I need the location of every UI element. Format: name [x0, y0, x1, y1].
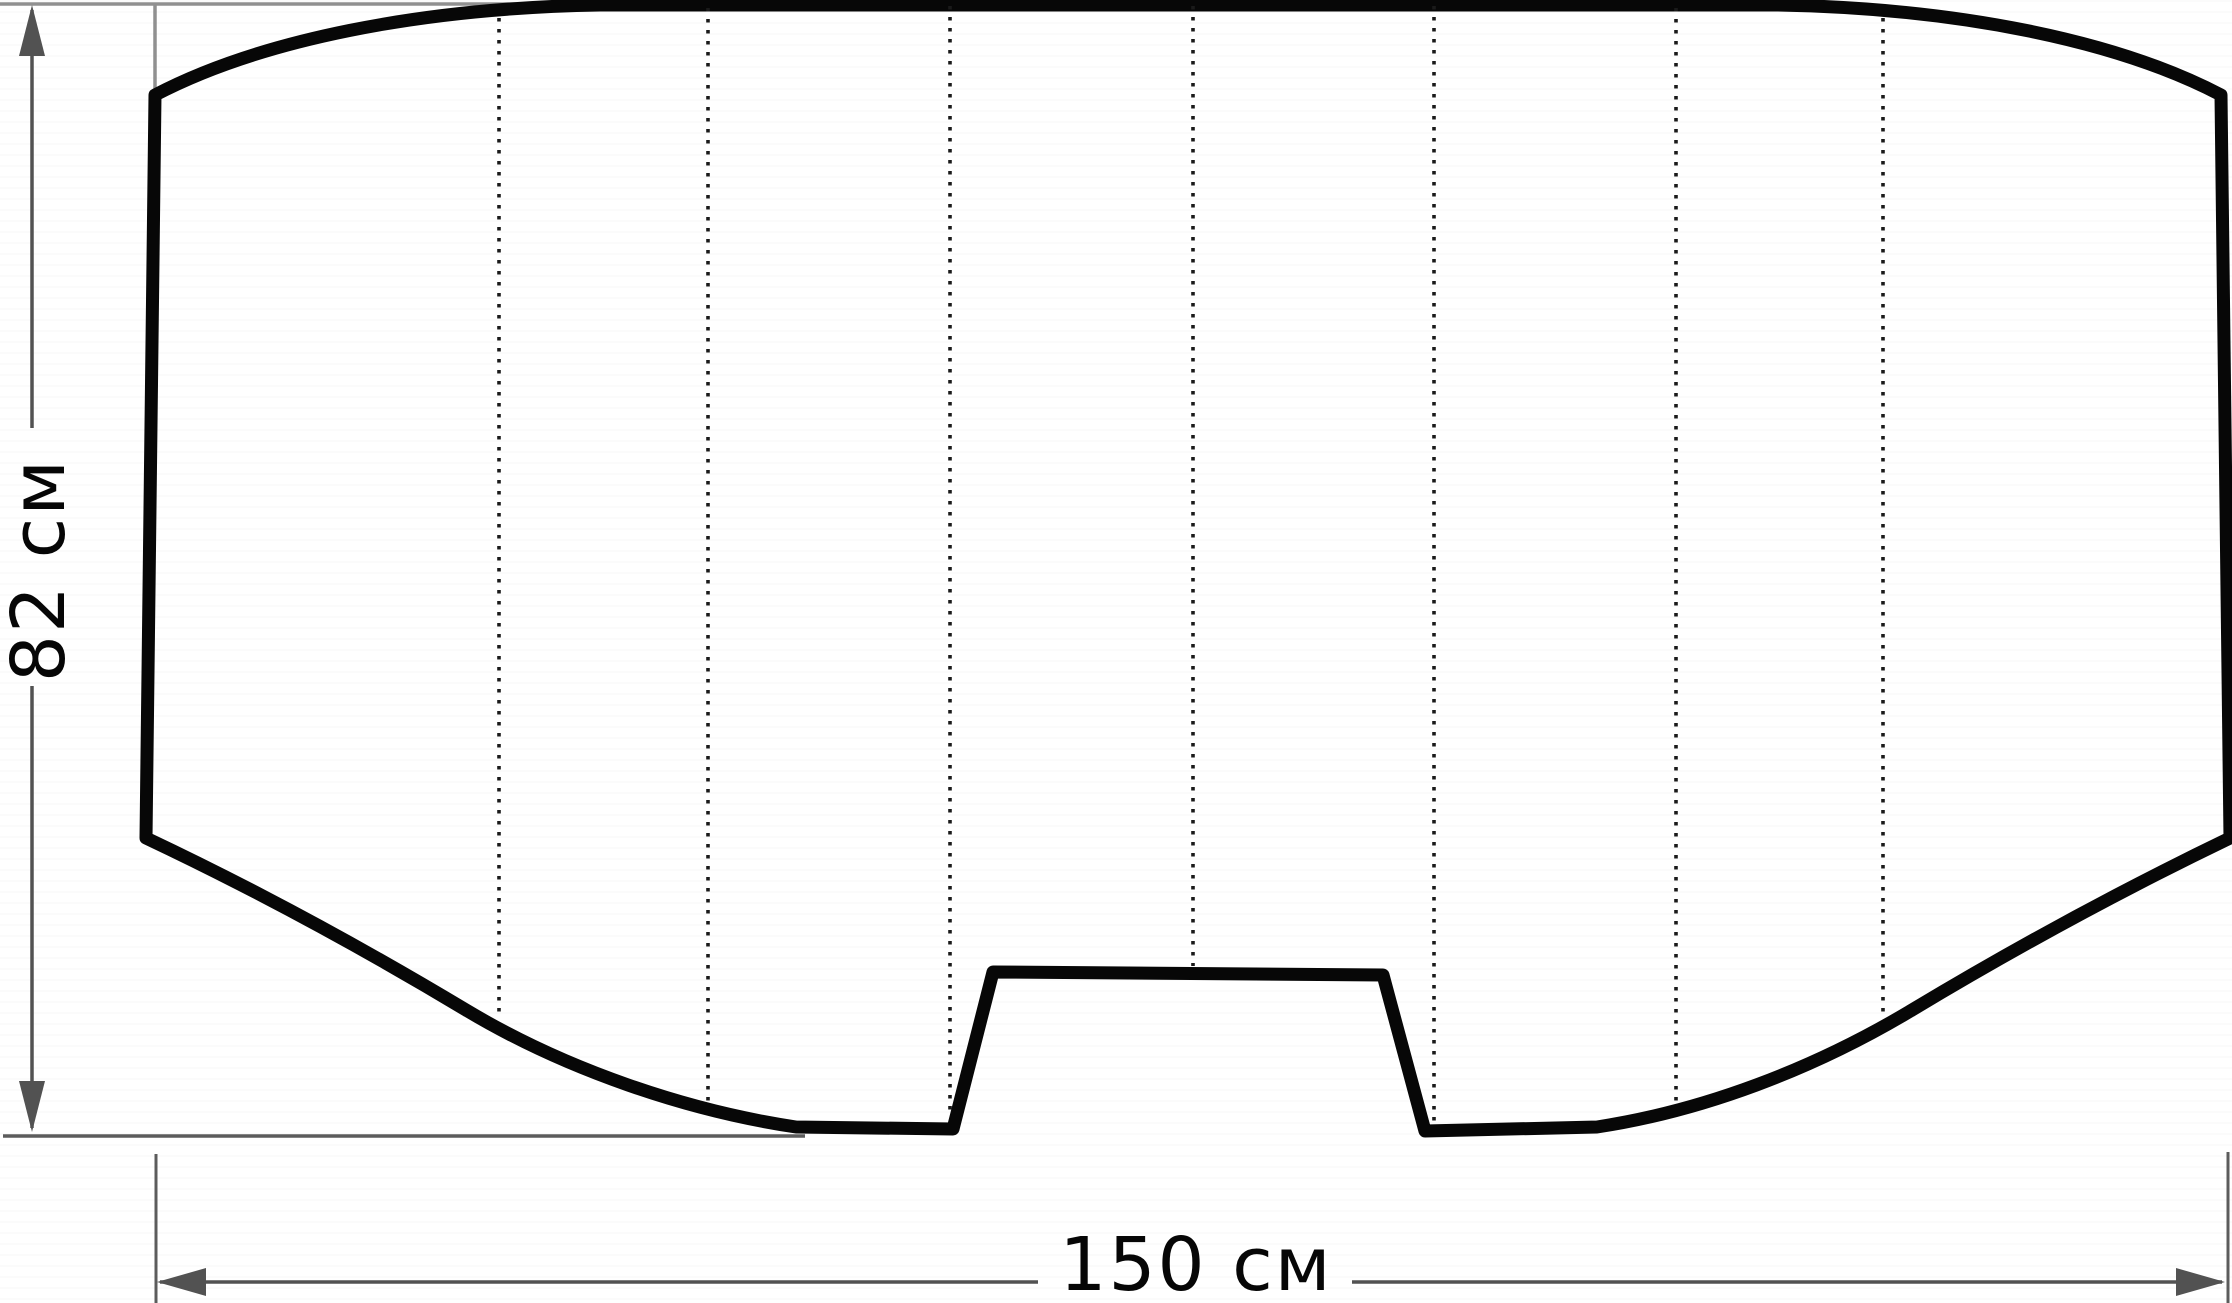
fold-lines-dotted: [497, 6, 1885, 1124]
arrow-up-icon: [19, 5, 45, 56]
arrow-left-icon: [157, 1268, 206, 1296]
width-dimension-label: 150 см: [1059, 1222, 1332, 1303]
arrow-down-icon: [19, 1081, 45, 1132]
width-extension-lines: [154, 1152, 2230, 1303]
height-dimension-label: 82 см: [0, 458, 82, 682]
arrow-right-icon: [2176, 1268, 2225, 1296]
pattern-outline: [139, 0, 2232, 1138]
